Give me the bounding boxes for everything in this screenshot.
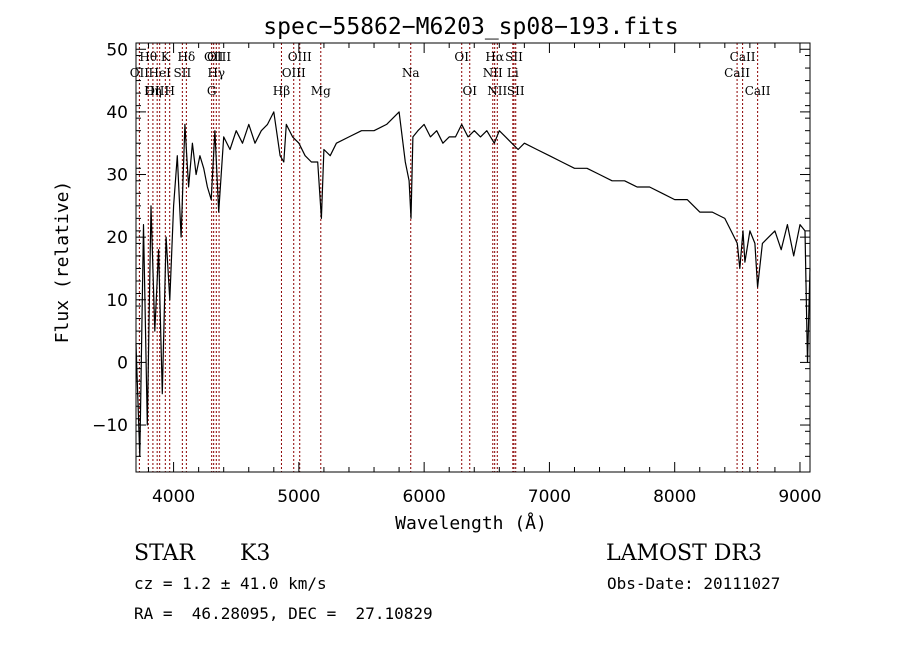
line-label-6: Hη: [144, 84, 162, 98]
line-label-8: Hδ: [178, 50, 196, 64]
redshift-text: cz = 1.2 ± 41.0 km/s: [134, 574, 327, 593]
line-label-11: G: [207, 84, 217, 98]
x-tick-label-3: 7000: [528, 487, 571, 507]
series-layer: [135, 111, 811, 457]
line-label-28: CaII: [745, 84, 771, 98]
line-label-10: Hγ: [207, 66, 225, 80]
line-label-20: Hα: [485, 50, 504, 64]
line-label-23: SII: [505, 50, 523, 64]
line-label-16: Mg: [311, 84, 331, 98]
x-tick-label-0: 4000: [152, 487, 195, 507]
x-tick-label-2: 6000: [403, 487, 446, 507]
y-axis-label: Flux (relative): [52, 181, 73, 344]
line-label-15: OIII: [282, 66, 306, 80]
line-label-12: OIII: [207, 50, 231, 64]
line-label-5: HeI: [149, 66, 172, 80]
line-label-3: K: [161, 50, 171, 64]
line-label-22: NII: [487, 84, 507, 98]
line-label-19: OI: [462, 84, 477, 98]
y-tick-label-2: 10: [106, 291, 128, 311]
object-subclass: K3: [240, 541, 270, 566]
line-label-13: Hβ: [273, 84, 290, 98]
y-tick-label-3: 20: [106, 228, 128, 248]
y-tick-label-5: 40: [106, 103, 128, 123]
x-tick-label-5: 9000: [778, 487, 821, 507]
y-tick-label-6: 50: [106, 40, 128, 60]
line-label-17: Na: [402, 66, 420, 80]
x-tick-label-1: 5000: [277, 487, 320, 507]
line-label-21: NII: [483, 66, 503, 80]
y-tick-label-0: −10: [92, 416, 128, 436]
line-label-14: OIII: [288, 50, 312, 64]
coords-text: RA = 46.28095, DEC = 27.10829: [134, 604, 433, 623]
obs-date-text: Obs-Date: 20111027: [607, 574, 780, 593]
line-label-26: CaII: [730, 50, 756, 64]
line-label-2: OIII: [145, 84, 169, 98]
chart-title: spec−55862−M6203_sp08−193.fits: [263, 14, 678, 40]
x-axis-label: Wavelength (Å): [395, 512, 547, 534]
line-label-24: Li: [507, 66, 519, 80]
y-tick-label-4: 30: [106, 166, 128, 186]
line-label-9: OII: [204, 50, 224, 64]
axes-layer: 4000 5000 6000 7000 8000 9000 −10 0 10 20 30 40 50: [92, 40, 822, 507]
line-label-25: SII: [507, 84, 525, 98]
y-tick-label-1: 0: [117, 353, 128, 373]
line-label-18: OI: [454, 50, 469, 64]
plot-frame: [135, 42, 811, 473]
series-line-0: [135, 111, 811, 457]
line-label-0: Hθ: [139, 50, 157, 64]
object-class: STAR: [134, 541, 196, 566]
x-tick-label-4: 8000: [653, 487, 696, 507]
survey-name: LAMOST DR3: [606, 541, 762, 566]
line-label-7: SII: [174, 66, 192, 80]
line-label-1: OII: [130, 66, 150, 80]
spectral-lines-layer: [138, 43, 759, 472]
line-label-4: H: [164, 84, 174, 98]
line-label-27: CaII: [724, 66, 750, 80]
